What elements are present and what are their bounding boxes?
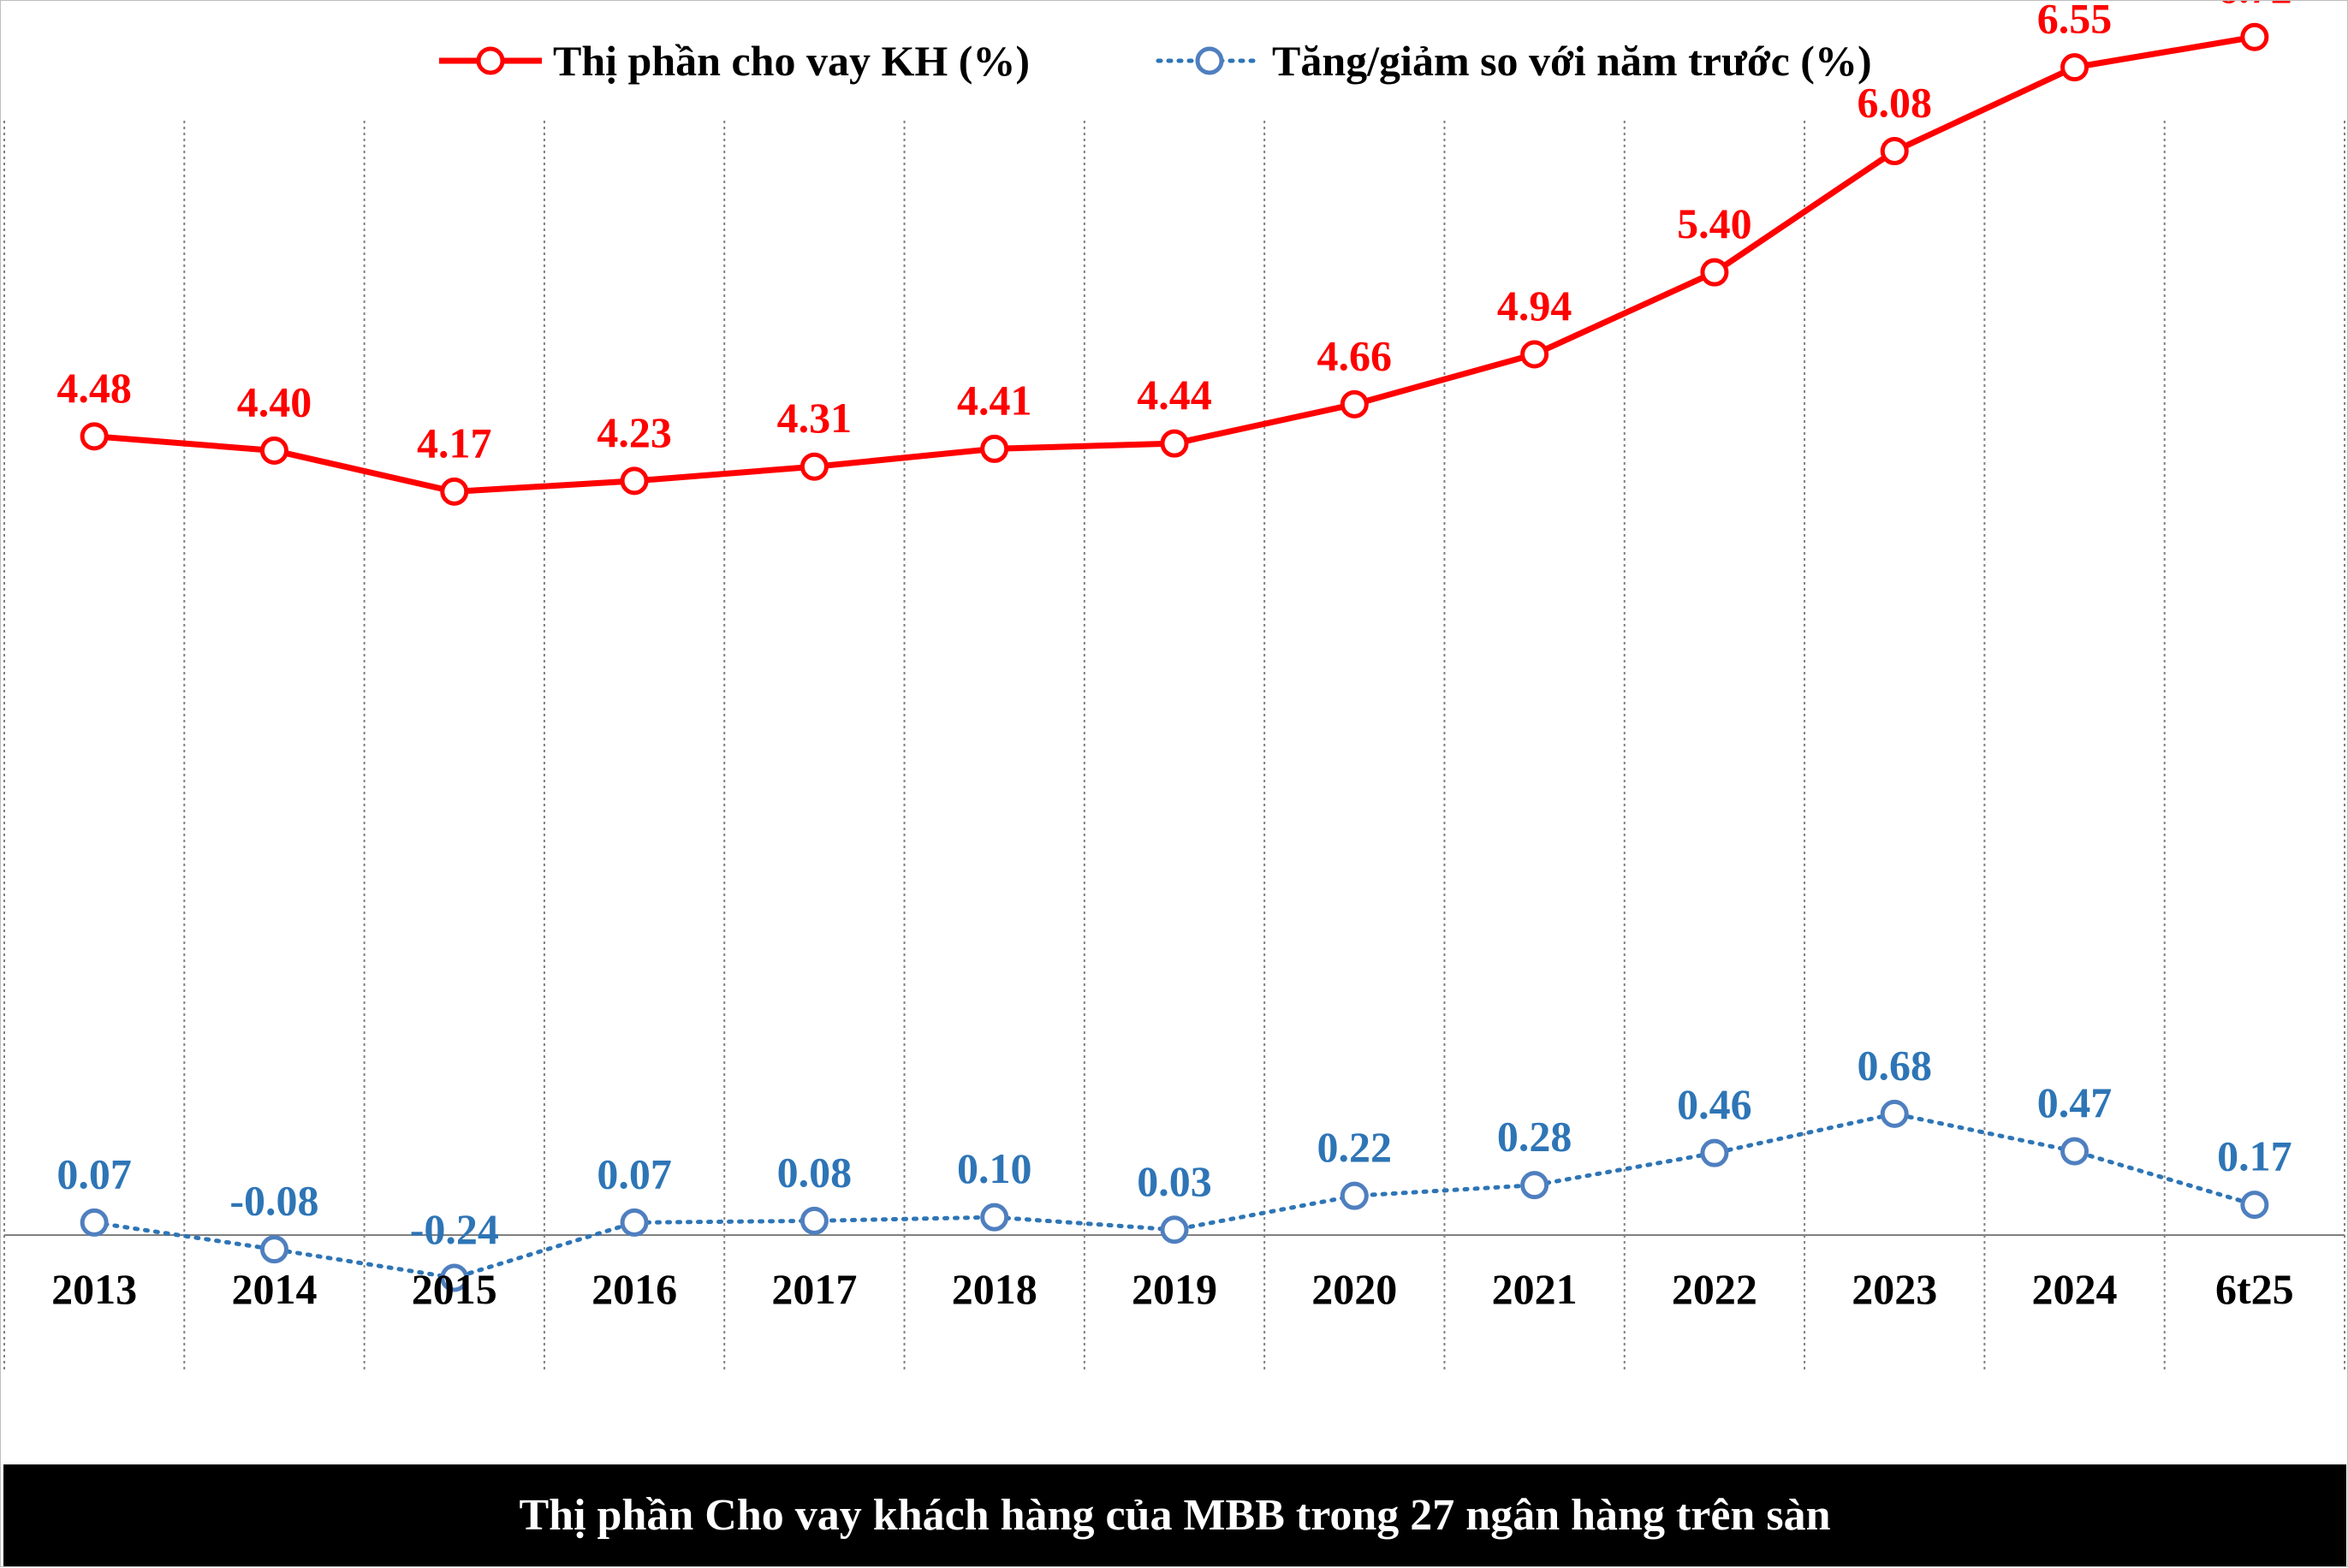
x-tick-label: 2018 [952,1265,1037,1313]
legend-marker-share [476,46,505,75]
share-data-label: 6.55 [2037,1,2113,43]
change-point [1880,1099,1909,1128]
share-data-label: 6.72 [2217,1,2292,12]
x-tick-label: 2022 [1672,1265,1757,1313]
change-data-label: 0.17 [2217,1132,2292,1180]
x-tick-label: 6t25 [2215,1265,2294,1313]
x-tick-label: 2019 [1132,1265,1217,1313]
legend-marker-change [1195,46,1224,75]
change-point [2060,1137,2089,1166]
chart-legend: Thị phần cho vay KH (%) Tăng/giảm so với … [439,37,1872,85]
share-point [1520,340,1549,369]
change-point [800,1206,829,1235]
x-tick-label: 2024 [2032,1265,2118,1313]
share-data-label: 4.17 [417,419,492,466]
change-point [259,1235,288,1264]
share-data-label: 4.44 [1137,371,1212,419]
change-point [2240,1191,2269,1220]
legend-label-change: Tăng/giảm so với năm trước (%) [1272,37,1872,85]
change-point [440,1263,469,1292]
change-point [1700,1138,1729,1167]
share-data-label: 4.41 [957,376,1032,424]
change-data-label: 0.47 [2037,1078,2113,1126]
change-data-label: -0.24 [410,1205,499,1253]
change-data-label: 0.07 [597,1149,672,1197]
share-data-label: 4.40 [237,377,312,425]
change-point [1340,1181,1369,1210]
change-data-label: -0.08 [229,1177,318,1225]
x-tick-label: 2013 [51,1265,137,1313]
change-data-label: 0.68 [1857,1041,1932,1089]
change-point [1160,1215,1189,1244]
x-tick-label: 2017 [771,1265,857,1313]
change-data-label: 0.22 [1317,1123,1393,1171]
change-data-label: 0.03 [1137,1157,1212,1205]
change-data-label: 0.08 [777,1148,853,1196]
share-point [440,477,469,506]
change-point [980,1203,1009,1232]
x-axis: 2013 2014 2015 2016 2017 2018 2019 2020 2021 2022… [51,1265,2294,1313]
share-data-label: 4.48 [56,364,132,412]
share-point [1340,389,1369,419]
change-point [1520,1171,1549,1200]
share-data-label: 6.08 [1857,79,1932,127]
gridlines [3,121,2345,1370]
share-data-label: 4.31 [777,394,853,442]
change-data-label: 0.46 [1677,1080,1752,1128]
change-point [80,1208,109,1237]
change-data-label: 0.07 [56,1149,132,1197]
share-data-label: 5.40 [1677,199,1752,247]
share-point [620,466,649,496]
x-tick-label: 2023 [1852,1265,1937,1313]
share-point [2060,53,2089,82]
x-tick-label: 2021 [1492,1265,1578,1313]
share-data-label: 4.66 [1317,331,1393,379]
x-tick-label: 2014 [231,1265,317,1313]
legend-label-share: Thị phần cho vay KH (%) [553,37,1030,85]
x-tick-label: 2015 [412,1265,497,1313]
share-point [1880,137,1909,166]
share-data-label: 4.23 [597,408,672,456]
change-point [620,1208,649,1237]
share-point [1160,429,1189,458]
caption-bar: Thị phần Cho vay khách hàng của MBB tron… [3,1464,2346,1566]
share-point [1700,258,1729,287]
share-point [800,452,829,481]
share-point [80,422,109,451]
series-layer [80,22,2269,1292]
chart-caption: Thị phần Cho vay khách hàng của MBB tron… [519,1491,1831,1540]
share-point [980,434,1009,463]
share-point [2240,22,2269,51]
share-point [259,436,288,465]
x-tick-label: 2020 [1311,1265,1397,1313]
change-data-label: 0.10 [957,1144,1032,1192]
change-data-label: 0.28 [1497,1113,1572,1161]
x-tick-label: 2016 [591,1265,677,1313]
data-labels: 4.48 4.40 4.17 4.23 4.31 4.41 4.44 4.66 4.94 5.40… [56,1,2292,1253]
share-data-label: 4.94 [1497,282,1572,330]
